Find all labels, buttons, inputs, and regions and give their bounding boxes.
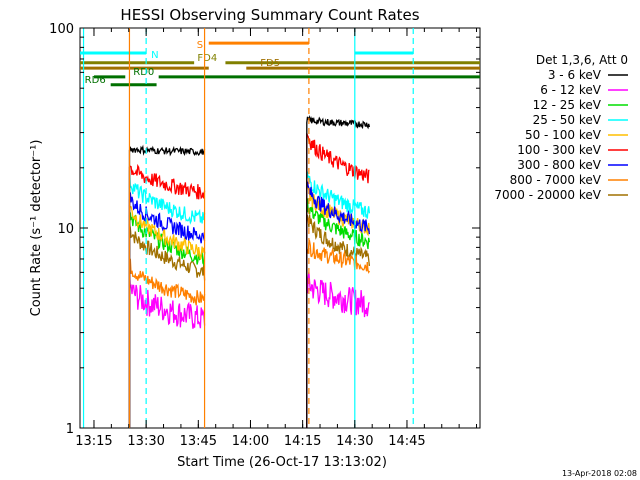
legend-label: 6 - 12 keV — [540, 83, 602, 97]
legend-label: 100 - 300 keV — [517, 143, 601, 157]
series-line — [306, 171, 371, 428]
x-tick-label: 13:15 — [75, 434, 112, 449]
flag-label: FD5 — [260, 58, 280, 69]
x-tick-label: 14:15 — [284, 434, 321, 449]
legend-header: Det 1,3,6, Att 0 — [536, 53, 628, 67]
series-line — [306, 198, 371, 428]
x-tick-label: 14:00 — [232, 434, 269, 449]
series-line — [128, 204, 206, 428]
series-line — [306, 239, 370, 428]
x-tick-label: 13:30 — [127, 434, 164, 449]
series-line — [306, 133, 370, 428]
y-axis-label: Count Rate (s⁻¹ detector⁻¹) — [29, 140, 44, 317]
y-axis: 1 10 100 — [49, 22, 480, 437]
legend-label: 7000 - 20000 keV — [494, 188, 601, 202]
series-line — [128, 272, 206, 428]
series-line — [306, 181, 371, 428]
legend-label: 12 - 25 keV — [533, 98, 602, 112]
series-line — [306, 115, 371, 428]
series-line — [128, 170, 206, 428]
x-tick-label: 14:45 — [388, 434, 425, 449]
series-line — [306, 272, 370, 428]
legend-label: 25 - 50 keV — [533, 113, 602, 127]
flag-label: N — [151, 50, 158, 61]
legend-label: 300 - 800 keV — [517, 158, 601, 172]
x-axis-label: Start Time (26-Oct-17 13:13:02) — [177, 455, 387, 470]
flag-label: FD4 — [197, 53, 217, 64]
legend-label: 800 - 7000 keV — [510, 173, 602, 187]
flag-bars: N S FD4 FD5 RD0 RD6 — [80, 40, 480, 87]
reference-lines — [82, 28, 414, 428]
series-line — [128, 192, 206, 428]
legend-label: 3 - 6 keV — [548, 68, 602, 82]
y-tick-label: 1 — [66, 422, 74, 437]
series-line — [306, 214, 371, 428]
chart-title: HESSI Observing Summary Count Rates — [120, 6, 419, 24]
footer-timestamp: 13-Apr-2018 02:08 — [562, 469, 637, 478]
series-line — [128, 163, 206, 428]
flag-label: RD6 — [85, 75, 106, 86]
series-line — [128, 144, 206, 428]
y-tick-label: 100 — [49, 22, 74, 37]
series-line — [128, 258, 206, 428]
legend-label: 50 - 100 keV — [525, 128, 602, 142]
data-series — [128, 115, 371, 428]
x-axis: 13:15 13:30 13:45 14:00 14:15 14:30 14:45 — [75, 28, 478, 449]
flag-label: RD0 — [133, 67, 154, 78]
x-tick-label: 13:45 — [180, 434, 217, 449]
y-tick-label: 10 — [57, 222, 74, 237]
x-tick-label: 14:30 — [336, 434, 373, 449]
flag-label: S — [197, 40, 203, 51]
